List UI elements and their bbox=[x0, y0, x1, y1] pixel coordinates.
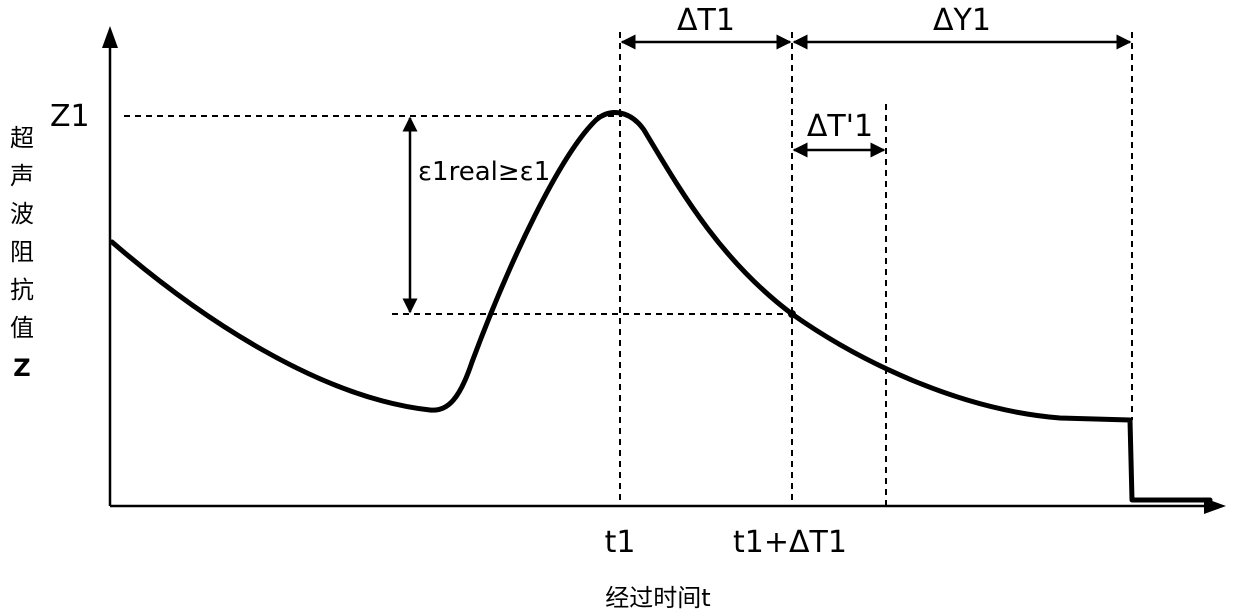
y-axis-label-char: 声 bbox=[10, 162, 34, 190]
t1-tick-label: t1 bbox=[605, 525, 636, 560]
y-axis-label-char: 超 bbox=[10, 124, 34, 152]
y-axis-label-char: 波 bbox=[10, 200, 34, 228]
x-axis-label: 经过时间t bbox=[605, 584, 710, 612]
dt1-label: ΔT1 bbox=[677, 3, 735, 38]
z1-label: Z1 bbox=[50, 99, 90, 134]
t1-plus-tick-label: t1+ΔT1 bbox=[733, 525, 847, 560]
y-axis-label-char: 值 bbox=[10, 314, 34, 342]
y-axis-label: 超 声 波 阻 抗 值 Z bbox=[10, 124, 34, 382]
y-axis-label-char: 抗 bbox=[10, 276, 34, 304]
condition-label: ε1real≥ε1 bbox=[418, 157, 550, 187]
dt1-prime-label: ΔT'1 bbox=[807, 109, 873, 144]
y-axis-label-char: 阻 bbox=[10, 238, 34, 266]
curve-point-t1-plus bbox=[788, 310, 796, 318]
impedance-curve bbox=[112, 113, 1210, 500]
dy1-label: ΔY1 bbox=[933, 3, 991, 38]
y-axis-arrow bbox=[102, 26, 118, 48]
y-axis-label-char: Z bbox=[13, 354, 30, 382]
